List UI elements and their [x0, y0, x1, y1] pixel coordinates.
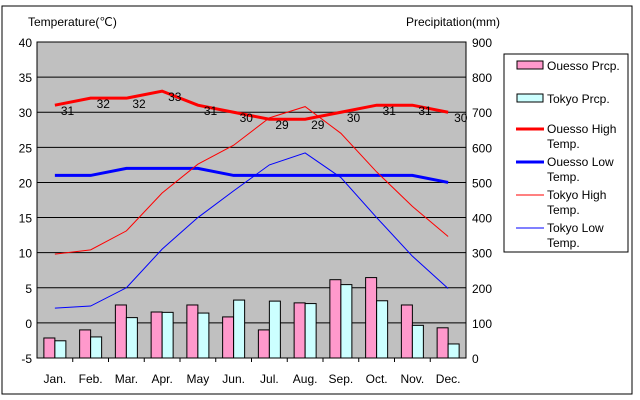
- x-tick-label: Mar.: [115, 372, 138, 386]
- bar-tokyo-prcp-: [411, 324, 424, 359]
- y-left-tick-label: 35: [19, 71, 33, 85]
- bar-tokyo-prcp-: [376, 300, 389, 359]
- bar-ouesso-prcp-: [79, 329, 92, 359]
- legend-swatch: [516, 93, 544, 103]
- bar-tokyo-prcp-: [233, 299, 246, 359]
- data-label: 30: [240, 111, 254, 125]
- x-tick-label: Jul.: [260, 372, 279, 386]
- data-label: 31: [204, 104, 218, 118]
- data-label: 31: [61, 104, 75, 118]
- y-left-tick-label: -5: [21, 352, 32, 366]
- line-tokyo-high-temp-: [54, 106, 449, 255]
- y-right-tick-label: 200: [472, 282, 492, 296]
- y-right-tick-label: 300: [472, 247, 492, 261]
- bar-ouesso-prcp-: [150, 311, 163, 359]
- data-label: 29: [311, 118, 325, 132]
- bar-ouesso-prcp-: [43, 337, 56, 359]
- legend-label: Ouesso Low: [547, 155, 614, 169]
- x-tick-label: Dec.: [436, 372, 461, 386]
- x-tick-label: Feb.: [79, 372, 103, 386]
- bar-tokyo-prcp-: [340, 284, 353, 359]
- legend-label: Ouesso High: [547, 122, 616, 136]
- bar-tokyo-prcp-: [447, 343, 460, 359]
- bar-tokyo-prcp-: [197, 312, 210, 359]
- bar-ouesso-prcp-: [257, 329, 270, 359]
- data-label: 30: [454, 111, 468, 125]
- line-ouesso-high-temp-: [54, 89, 449, 121]
- legend-label: Tokyo Prcp.: [547, 92, 610, 106]
- y-right-tick-label: 600: [472, 141, 492, 155]
- y-left-tick-label: 20: [19, 176, 33, 190]
- x-tick-label: Oct.: [366, 372, 388, 386]
- data-label: 32: [132, 97, 146, 111]
- bar-ouesso-prcp-: [400, 304, 413, 359]
- bar-tokyo-prcp-: [125, 317, 138, 359]
- legend-label: Tokyo High: [547, 188, 606, 202]
- y-right-tick-label: 700: [472, 106, 492, 120]
- x-tick-label: Jun.: [222, 372, 245, 386]
- right-axis-title: Precipitation(mm): [406, 15, 500, 29]
- y-left-tick-label: 0: [25, 317, 32, 331]
- bar-ouesso-prcp-: [114, 304, 127, 359]
- data-label: 31: [383, 104, 397, 118]
- y-left-tick-label: 30: [19, 106, 33, 120]
- legend-label: Ouesso Prcp.: [547, 59, 620, 73]
- x-tick-label: Jan.: [44, 372, 67, 386]
- data-label: 29: [275, 118, 289, 132]
- legend-label-cont: Temp.: [547, 137, 580, 151]
- bar-tokyo-prcp-: [304, 303, 317, 359]
- legend-label-cont: Temp.: [547, 236, 580, 250]
- y-left-tick-label: 40: [19, 36, 33, 50]
- line-tokyo-low-temp-: [54, 152, 449, 309]
- line-ouesso-low-temp-: [54, 166, 449, 184]
- bar-tokyo-prcp-: [268, 300, 281, 359]
- y-left-tick-label: 15: [19, 212, 33, 226]
- y-right-tick-label: 100: [472, 317, 492, 331]
- legend-label-cont: Temp.: [547, 170, 580, 184]
- legend: [503, 53, 629, 253]
- bar-tokyo-prcp-: [90, 336, 103, 359]
- x-tick-label: Aug.: [293, 372, 318, 386]
- bar-ouesso-prcp-: [365, 277, 378, 359]
- bar-ouesso-prcp-: [329, 279, 342, 359]
- plot-area: [36, 41, 467, 359]
- bar-ouesso-prcp-: [222, 316, 235, 359]
- legend-swatch: [516, 60, 544, 70]
- bar-tokyo-prcp-: [161, 311, 174, 359]
- y-left-tick-label: 25: [19, 141, 33, 155]
- legend-label: Tokyo Low: [547, 221, 604, 235]
- data-label: 33: [168, 90, 182, 104]
- x-tick-label: Sep.: [329, 372, 354, 386]
- y-right-tick-label: 0: [472, 352, 479, 366]
- legend-label-cont: Temp.: [547, 203, 580, 217]
- y-right-tick-label: 900: [472, 36, 492, 50]
- bar-ouesso-prcp-: [436, 327, 449, 359]
- bar-ouesso-prcp-: [293, 302, 306, 359]
- bar-ouesso-prcp-: [186, 304, 199, 359]
- left-axis-title: Temperature(℃): [28, 15, 117, 29]
- x-tick-label: May: [187, 372, 210, 386]
- y-left-tick-label: 10: [19, 247, 33, 261]
- data-label: 32: [97, 97, 111, 111]
- y-left-tick-label: 5: [25, 282, 32, 296]
- y-right-tick-label: 800: [472, 71, 492, 85]
- y-right-tick-label: 400: [472, 212, 492, 226]
- bar-tokyo-prcp-: [54, 340, 67, 359]
- y-right-tick-label: 500: [472, 176, 492, 190]
- x-tick-label: Nov.: [400, 372, 424, 386]
- data-label: 31: [418, 104, 432, 118]
- x-tick-label: Apr.: [151, 372, 172, 386]
- data-label: 30: [347, 111, 361, 125]
